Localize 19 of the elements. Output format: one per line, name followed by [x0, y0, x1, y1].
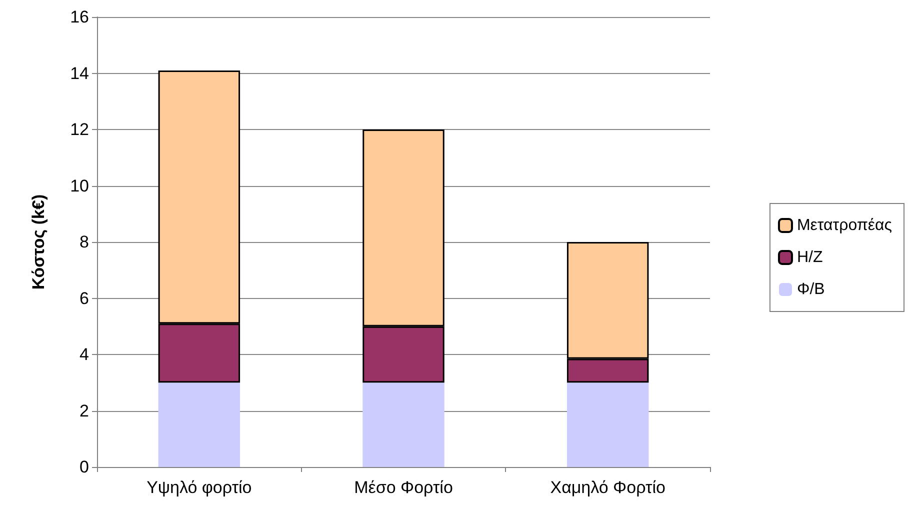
x-tick-label: Χαμηλό Φορτίο: [550, 478, 666, 497]
legend-label: Μετατροπέας: [796, 217, 892, 234]
legend-label: Η/Ζ: [796, 249, 823, 266]
y-tick-label: 2: [80, 401, 89, 420]
y-tick-label: 14: [70, 64, 89, 83]
bar: [158, 382, 240, 467]
bar: [566, 382, 649, 467]
y-tick-label: 6: [80, 288, 89, 308]
legend-label: Φ/Β: [796, 281, 825, 298]
bar: [362, 382, 444, 467]
y-tick-label: 10: [70, 176, 89, 196]
x-tick-label: Μέσο Φορτίο: [354, 478, 453, 497]
y-tick-label: 12: [70, 120, 89, 139]
x-tick-label: Υψηλό φορτίο: [146, 478, 252, 497]
y-tick-label: 4: [80, 345, 89, 364]
y-tick-label: 0: [80, 458, 89, 476]
y-tick-label: 8: [80, 232, 89, 252]
y-tick-label: 16: [70, 8, 89, 26]
y-axis-title: Κόστος (k€): [29, 194, 48, 290]
